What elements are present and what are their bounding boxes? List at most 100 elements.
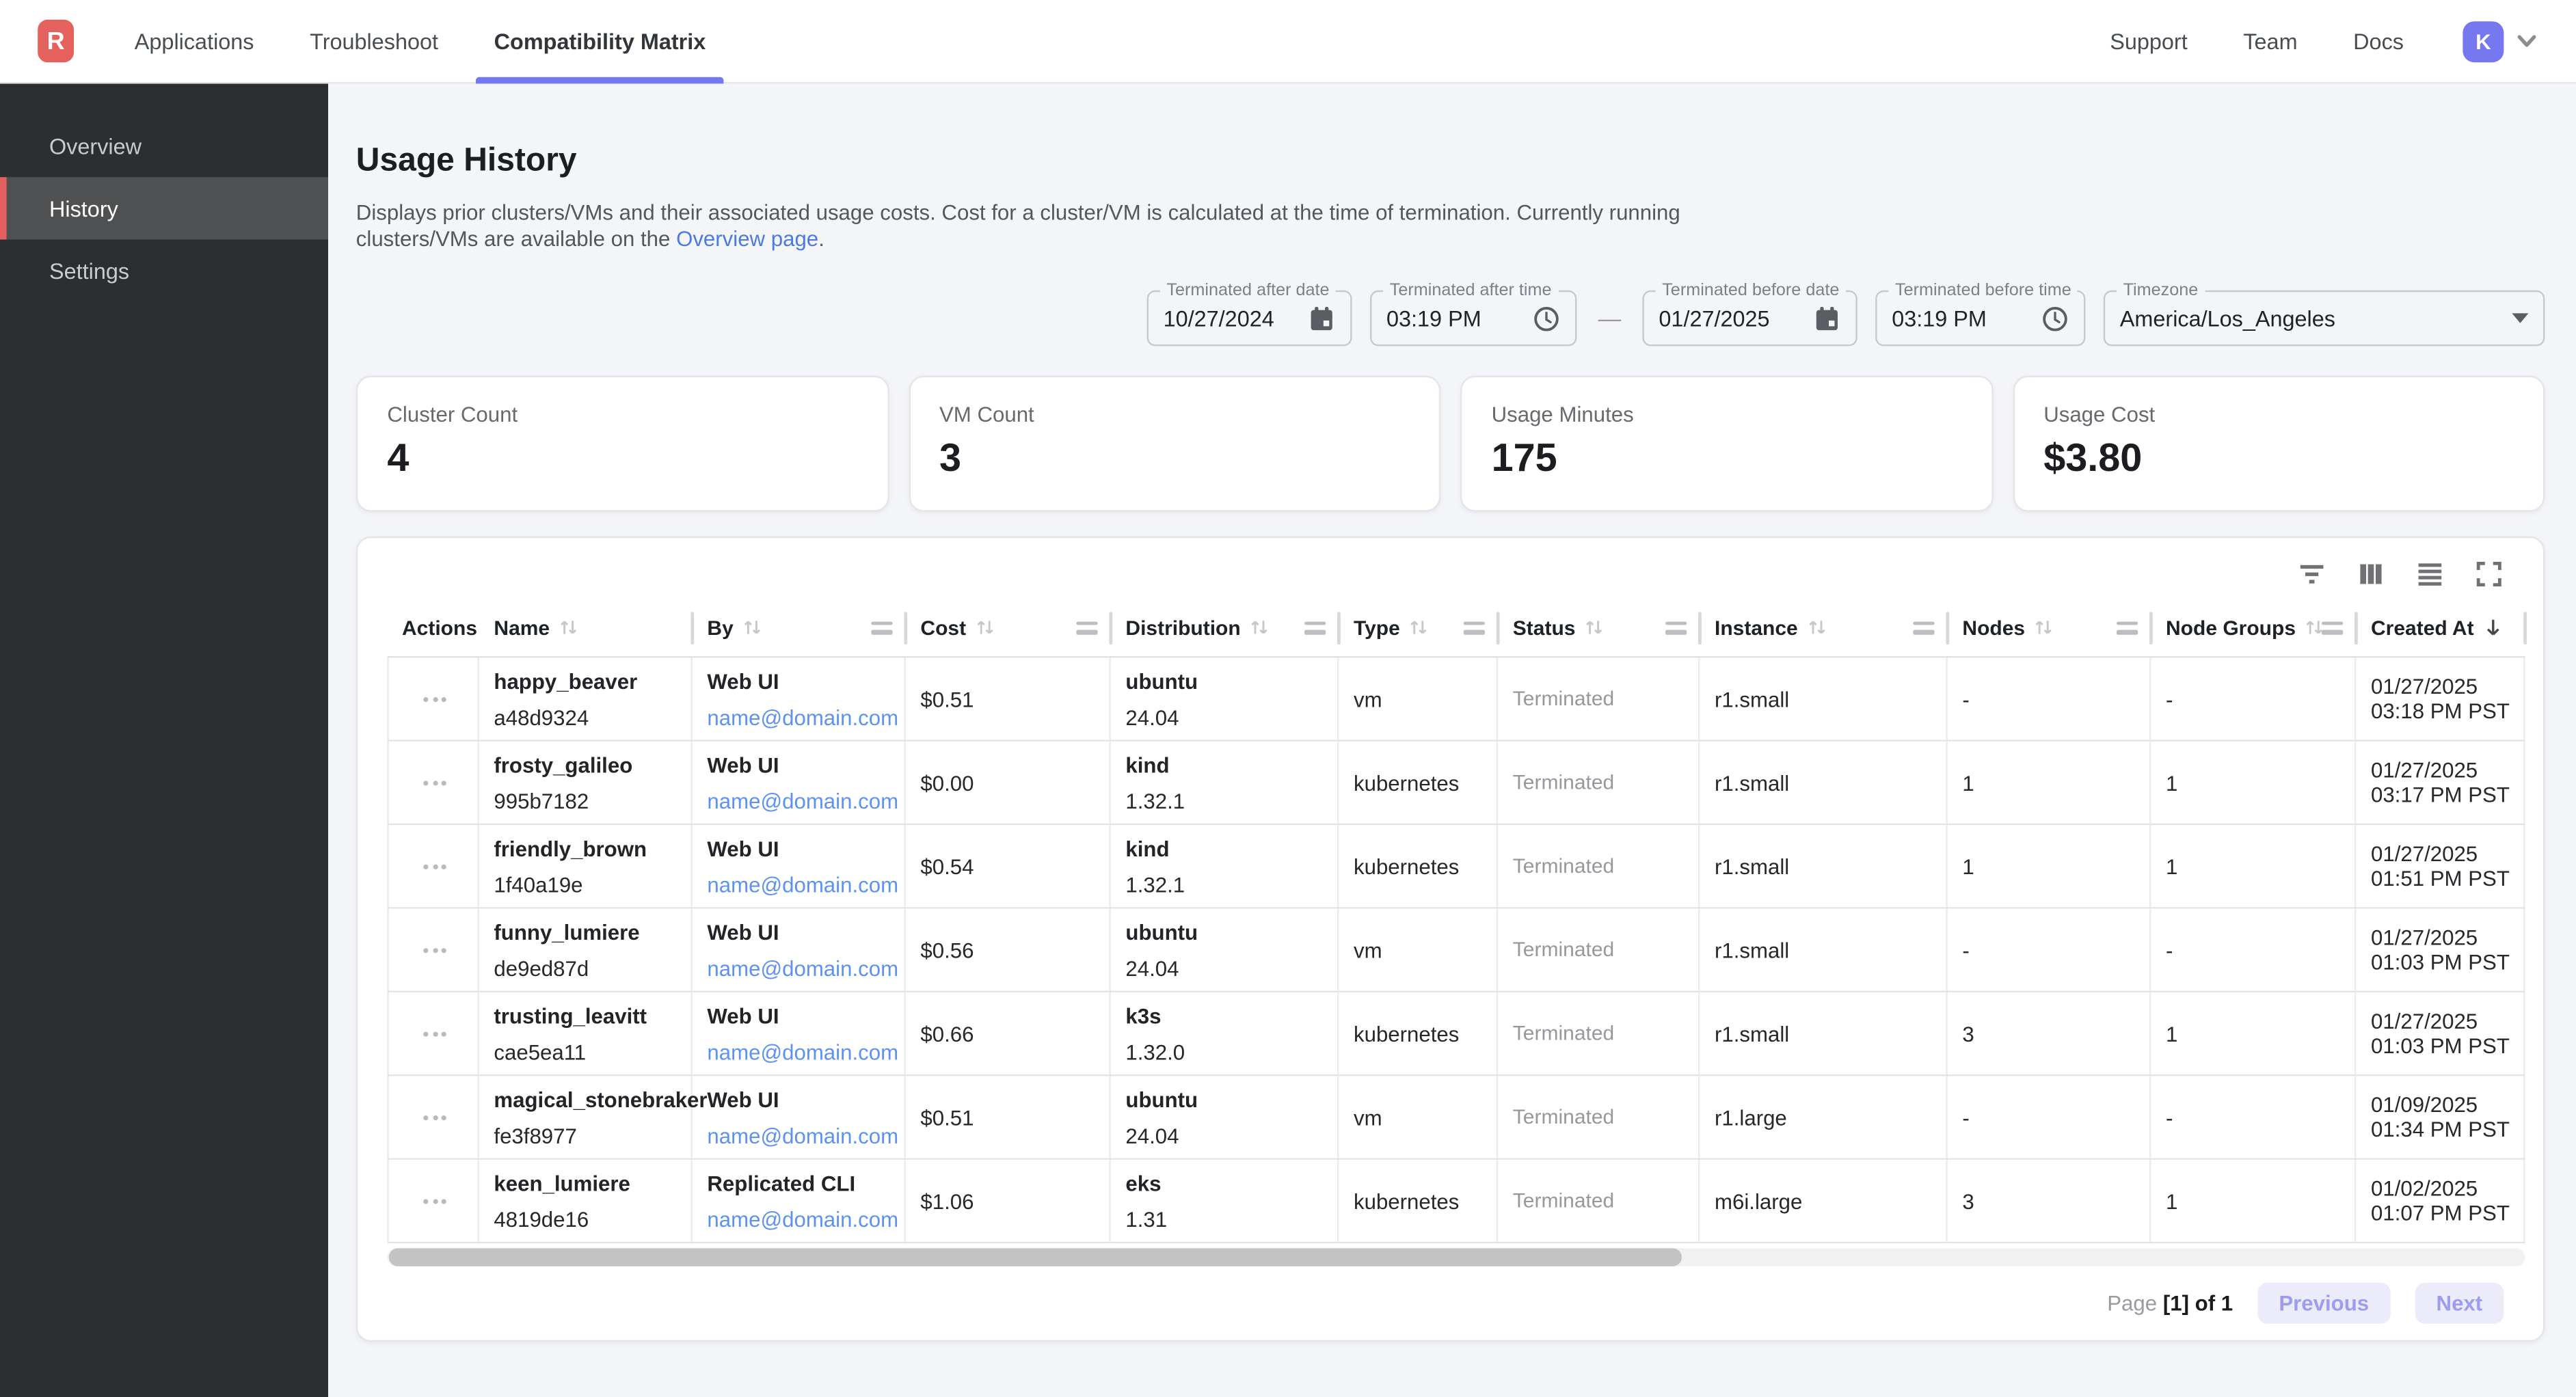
terminated-before-date-field[interactable]: Terminated before date 01/27/2025 xyxy=(1642,281,1857,347)
email-link[interactable]: name@domain.com xyxy=(707,955,899,981)
sort-icon[interactable] xyxy=(1806,617,1827,638)
team-link[interactable]: Team xyxy=(2243,29,2298,53)
column-header-node-groups[interactable]: Node Groups xyxy=(2151,599,2358,657)
cell-cost: $0.51 xyxy=(906,658,1111,741)
clock-icon[interactable] xyxy=(1533,305,1561,333)
previous-button[interactable]: Previous xyxy=(2257,1283,2391,1325)
timezone-select[interactable]: Timezone America/Los_Angeles xyxy=(2103,281,2545,347)
horizontal-scrollbar[interactable] xyxy=(387,1249,2525,1267)
cell-type: vm xyxy=(1339,909,1499,992)
column-header-distribution[interactable]: Distribution xyxy=(1111,599,1341,657)
cell-type: kubernetes xyxy=(1339,1160,1499,1243)
density-icon[interactable] xyxy=(2415,559,2445,588)
terminated-before-time-field[interactable]: Terminated before time 03:19 PM xyxy=(1875,281,2086,347)
cell-type: vm xyxy=(1339,658,1499,741)
cell-name: happy_beaver a48d9324 xyxy=(479,658,693,741)
sidebar-item-settings[interactable]: Settings xyxy=(49,258,130,284)
cell-distribution: ubuntu 24.04 xyxy=(1111,1076,1339,1159)
cell-cost: $0.66 xyxy=(906,992,1111,1075)
cell-cost: $0.56 xyxy=(906,909,1111,992)
column-menu-icon[interactable] xyxy=(1665,621,1687,635)
email-link[interactable]: name@domain.com xyxy=(707,789,899,814)
cell-name: magical_stonebraker fe3f8977 xyxy=(479,1076,708,1159)
table-row: happy_beaver a48d9324 Web UI name@domain.c… xyxy=(387,658,2525,742)
column-header-cost[interactable]: Cost xyxy=(906,599,1113,657)
column-header-nodes[interactable]: Nodes xyxy=(1948,599,2153,657)
cell-created-at: 01/27/2025 01:03 PM PST xyxy=(2356,992,2525,1075)
column-menu-icon[interactable] xyxy=(1913,621,1935,635)
sort-desc-icon[interactable] xyxy=(2482,617,2504,638)
sort-icon[interactable] xyxy=(1249,617,1270,638)
row-actions-button[interactable] xyxy=(417,941,453,959)
cell-status: Terminated xyxy=(1498,658,1700,741)
columns-icon[interactable] xyxy=(2356,559,2385,588)
column-menu-icon[interactable] xyxy=(2117,621,2138,635)
cell-node-groups: - xyxy=(2151,658,2357,741)
cell-distribution: k3s 1.32.0 xyxy=(1111,992,1339,1075)
email-link[interactable]: name@domain.com xyxy=(707,1040,899,1065)
row-actions-button[interactable] xyxy=(417,690,453,708)
cell-type: kubernetes xyxy=(1339,826,1499,908)
fullscreen-icon[interactable] xyxy=(2474,559,2504,588)
column-header-status[interactable]: Status xyxy=(1498,599,1702,657)
terminated-after-time-field[interactable]: Terminated after time 03:19 PM xyxy=(1370,281,1577,347)
docs-link[interactable]: Docs xyxy=(2353,29,2404,53)
cell-cost: $0.51 xyxy=(906,1076,1111,1159)
description-line1: Displays prior clusters/VMs and their as… xyxy=(355,200,1680,226)
column-menu-icon[interactable] xyxy=(871,621,893,635)
chevron-down-icon[interactable] xyxy=(2515,29,2538,53)
column-header-name[interactable]: Name xyxy=(479,599,695,657)
sort-icon[interactable] xyxy=(558,617,579,638)
cell-node-groups: 1 xyxy=(2151,1160,2357,1243)
sidebar-item-history[interactable]: History xyxy=(0,177,329,240)
filter-icon[interactable] xyxy=(2297,559,2326,588)
column-header-by[interactable]: By xyxy=(693,599,908,657)
sidebar-item-overview[interactable]: Overview xyxy=(49,133,142,159)
cell-actions xyxy=(387,742,479,824)
email-link[interactable]: name@domain.com xyxy=(707,705,899,730)
next-button[interactable]: Next xyxy=(2415,1283,2504,1325)
tab-troubleshoot[interactable]: Troubleshoot xyxy=(310,29,439,53)
cell-actions xyxy=(387,1076,479,1159)
cell-actions xyxy=(387,1160,479,1243)
tab-applications[interactable]: Applications xyxy=(134,29,254,53)
overview-page-link[interactable]: Overview page xyxy=(676,226,819,251)
sort-icon[interactable] xyxy=(2304,617,2325,638)
email-link[interactable]: name@domain.com xyxy=(707,1207,899,1232)
replicated-logo[interactable]: R xyxy=(38,19,75,63)
column-header-created-at[interactable]: Created At xyxy=(2356,599,2527,657)
calendar-icon[interactable] xyxy=(1308,305,1336,333)
scrollbar-thumb[interactable] xyxy=(388,1249,1682,1267)
cell-status: Terminated xyxy=(1498,742,1700,824)
row-actions-button[interactable] xyxy=(417,858,453,876)
column-menu-icon[interactable] xyxy=(1304,621,1326,635)
column-menu-icon[interactable] xyxy=(1463,621,1485,635)
top-nav: R Applications Troubleshoot Compatibilit… xyxy=(0,0,2576,84)
cell-by: Replicated CLI name@domain.com xyxy=(693,1160,906,1243)
support-link[interactable]: Support xyxy=(2110,29,2188,53)
row-actions-button[interactable] xyxy=(417,774,453,792)
main-content: Usage History Displays prior clusters/VM… xyxy=(328,83,2576,1397)
sort-icon[interactable] xyxy=(742,617,763,638)
row-actions-button[interactable] xyxy=(417,1193,453,1210)
sort-icon[interactable] xyxy=(974,617,995,638)
row-actions-button[interactable] xyxy=(417,1109,453,1126)
sort-icon[interactable] xyxy=(1408,617,1430,638)
column-header-instance[interactable]: Instance xyxy=(1700,599,1950,657)
calendar-icon[interactable] xyxy=(1813,305,1841,333)
cell-by: Web UI name@domain.com xyxy=(693,658,906,741)
terminated-after-date-field[interactable]: Terminated after date 10/27/2024 xyxy=(1146,281,1352,347)
column-menu-icon[interactable] xyxy=(1076,621,1098,635)
avatar[interactable]: K xyxy=(2463,21,2504,62)
sort-icon[interactable] xyxy=(1583,617,1605,638)
email-link[interactable]: name@domain.com xyxy=(707,1123,899,1148)
row-actions-button[interactable] xyxy=(417,1025,453,1043)
tab-compatibility-matrix[interactable]: Compatibility Matrix xyxy=(476,0,724,83)
cell-created-at: 01/27/2025 03:17 PM PST xyxy=(2356,742,2525,824)
email-link[interactable]: name@domain.com xyxy=(707,872,899,897)
sort-icon[interactable] xyxy=(2033,617,2054,638)
column-header-type[interactable]: Type xyxy=(1339,599,1500,657)
column-menu-icon[interactable] xyxy=(2322,621,2344,635)
clock-icon[interactable] xyxy=(2041,305,2069,333)
